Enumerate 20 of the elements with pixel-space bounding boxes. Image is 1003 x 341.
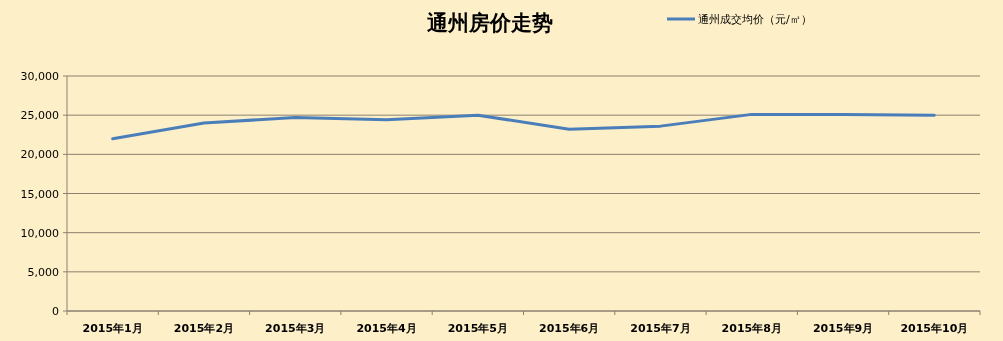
- y-tick-label: 0: [52, 305, 59, 318]
- x-tick-label: 2015年3月: [265, 322, 326, 335]
- y-tick-label: 15,000: [20, 187, 59, 201]
- y-tick-label: 5,000: [27, 265, 59, 279]
- y-tick-label: 20,000: [20, 148, 59, 162]
- x-tick-label: 2015年9月: [812, 322, 874, 335]
- legend: 通州成交均价（元/㎡）: [667, 13, 812, 26]
- chart-title: 通州房价走势: [426, 10, 553, 35]
- x-tick-label: 2015年4月: [356, 322, 417, 335]
- x-tick-label: 2015年1月: [82, 322, 143, 335]
- legend-label: 通州成交均价（元/㎡）: [698, 13, 812, 26]
- x-tick-label: 2015年8月: [721, 322, 782, 335]
- x-tick-label: 2015年5月: [447, 322, 508, 335]
- x-tick-label: 2015年2月: [173, 322, 235, 335]
- y-tick-label: 30,000: [20, 70, 59, 83]
- y-tick-label: 25,000: [20, 109, 59, 123]
- x-tick-label: 2015年6月: [539, 322, 600, 335]
- y-tick-label: 10,000: [20, 226, 59, 240]
- x-tick-label: 2015年7月: [630, 322, 691, 335]
- x-tick-label: 2015年10月: [900, 322, 969, 335]
